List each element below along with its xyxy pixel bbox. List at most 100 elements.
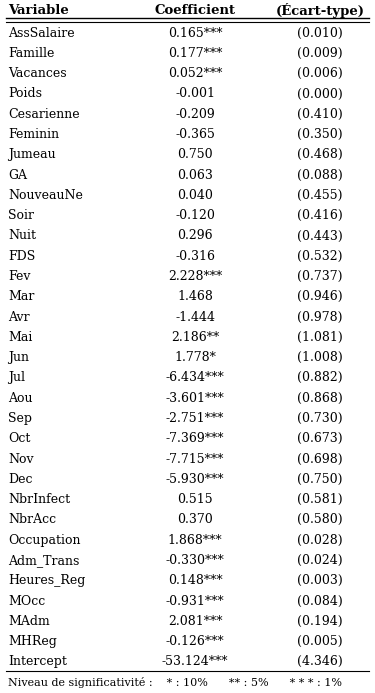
Text: -5.930***: -5.930*** [166, 473, 224, 486]
Text: MHReg: MHReg [8, 635, 57, 648]
Text: (0.010): (0.010) [297, 26, 343, 40]
Text: (4.346): (4.346) [297, 656, 343, 668]
Text: (0.580): (0.580) [297, 514, 343, 527]
Text: Feminin: Feminin [8, 128, 59, 141]
Text: Fev: Fev [8, 270, 30, 283]
Text: 0.052***: 0.052*** [168, 67, 222, 80]
Text: 0.063: 0.063 [177, 168, 213, 182]
Text: Soir: Soir [8, 209, 34, 222]
Text: MOcc: MOcc [8, 595, 45, 608]
Text: Coefficient: Coefficient [154, 3, 236, 17]
Text: (0.455): (0.455) [297, 189, 343, 202]
Text: (0.009): (0.009) [297, 47, 343, 60]
Text: Avr: Avr [8, 310, 30, 324]
Text: (0.750): (0.750) [297, 473, 343, 486]
Text: (Écart-type): (Écart-type) [276, 3, 364, 17]
Text: -6.434***: -6.434*** [166, 371, 224, 385]
Text: -0.126***: -0.126*** [166, 635, 224, 648]
Text: Intercept: Intercept [8, 656, 67, 668]
Text: (0.005): (0.005) [297, 635, 343, 648]
Text: (0.868): (0.868) [297, 392, 343, 405]
Text: Niveau de significativité :    * : 10%      ** : 5%      * * * : 1%: Niveau de significativité : * : 10% ** :… [8, 676, 342, 687]
Text: 0.515: 0.515 [177, 493, 213, 506]
Text: NouveauNe: NouveauNe [8, 189, 83, 202]
Text: -7.715***: -7.715*** [166, 453, 224, 466]
Text: 1.468: 1.468 [177, 290, 213, 304]
Text: Aou: Aou [8, 392, 33, 405]
Text: (0.737): (0.737) [297, 270, 343, 283]
Text: (0.532): (0.532) [297, 249, 343, 263]
Text: (1.008): (1.008) [297, 351, 343, 364]
Text: 2.081***: 2.081*** [168, 615, 222, 628]
Text: 0.296: 0.296 [177, 229, 213, 243]
Text: -0.931***: -0.931*** [166, 595, 224, 608]
Text: -0.120: -0.120 [175, 209, 215, 222]
Text: 0.177***: 0.177*** [168, 47, 222, 60]
Text: Sep: Sep [8, 412, 32, 425]
Text: Vacances: Vacances [8, 67, 67, 80]
Text: Mar: Mar [8, 290, 34, 304]
Text: (0.468): (0.468) [297, 148, 343, 161]
Text: (0.443): (0.443) [297, 229, 343, 243]
Text: (0.581): (0.581) [297, 493, 343, 506]
Text: (0.003): (0.003) [297, 574, 343, 587]
Text: (0.698): (0.698) [297, 453, 343, 466]
Text: Occupation: Occupation [8, 534, 81, 547]
Text: NbrInfect: NbrInfect [8, 493, 70, 506]
Text: (0.194): (0.194) [297, 615, 343, 628]
Text: 1.778*: 1.778* [174, 351, 216, 364]
Text: (0.024): (0.024) [297, 554, 343, 567]
Text: Jun: Jun [8, 351, 29, 364]
Text: (0.410): (0.410) [297, 108, 343, 121]
Text: (0.946): (0.946) [297, 290, 343, 304]
Text: -0.365: -0.365 [175, 128, 215, 141]
Text: FDS: FDS [8, 249, 35, 263]
Text: Variable: Variable [8, 3, 69, 17]
Text: -3.601***: -3.601*** [166, 392, 224, 405]
Text: -0.330***: -0.330*** [166, 554, 224, 567]
Text: -0.316: -0.316 [175, 249, 215, 263]
Text: -7.369***: -7.369*** [166, 432, 224, 446]
Text: GA: GA [8, 168, 27, 182]
Text: -53.124***: -53.124*** [162, 656, 228, 668]
Text: 2.228***: 2.228*** [168, 270, 222, 283]
Text: (0.088): (0.088) [297, 168, 343, 182]
Text: (0.350): (0.350) [297, 128, 343, 141]
Text: -0.209: -0.209 [175, 108, 215, 121]
Text: Poids: Poids [8, 87, 42, 100]
Text: 0.040: 0.040 [177, 189, 213, 202]
Text: Jul: Jul [8, 371, 25, 385]
Text: Nov: Nov [8, 453, 34, 466]
Text: 0.165***: 0.165*** [168, 26, 222, 40]
Text: 0.148***: 0.148*** [168, 574, 222, 587]
Text: (0.416): (0.416) [297, 209, 343, 222]
Text: (0.000): (0.000) [297, 87, 343, 100]
Text: (0.673): (0.673) [297, 432, 343, 446]
Text: Heures_Reg: Heures_Reg [8, 574, 86, 587]
Text: (0.084): (0.084) [297, 595, 343, 608]
Text: Adm_Trans: Adm_Trans [8, 554, 80, 567]
Text: -1.444: -1.444 [175, 310, 215, 324]
Text: -0.001: -0.001 [175, 87, 215, 100]
Text: Mai: Mai [8, 331, 32, 344]
Text: -2.751***: -2.751*** [166, 412, 224, 425]
Text: MAdm: MAdm [8, 615, 50, 628]
Text: Dec: Dec [8, 473, 33, 486]
Text: (0.882): (0.882) [297, 371, 343, 385]
Text: Jumeau: Jumeau [8, 148, 56, 161]
Text: Nuit: Nuit [8, 229, 36, 243]
Text: (0.028): (0.028) [297, 534, 343, 547]
Text: Cesarienne: Cesarienne [8, 108, 80, 121]
Text: (1.081): (1.081) [297, 331, 343, 344]
Text: (0.978): (0.978) [297, 310, 343, 324]
Text: (0.006): (0.006) [297, 67, 343, 80]
Text: Oct: Oct [8, 432, 30, 446]
Text: 2.186**: 2.186** [171, 331, 219, 344]
Text: (0.730): (0.730) [297, 412, 343, 425]
Text: AssSalaire: AssSalaire [8, 26, 75, 40]
Text: 0.370: 0.370 [177, 514, 213, 527]
Text: NbrAcc: NbrAcc [8, 514, 56, 527]
Text: 0.750: 0.750 [177, 148, 213, 161]
Text: Famille: Famille [8, 47, 54, 60]
Text: 1.868***: 1.868*** [168, 534, 222, 547]
